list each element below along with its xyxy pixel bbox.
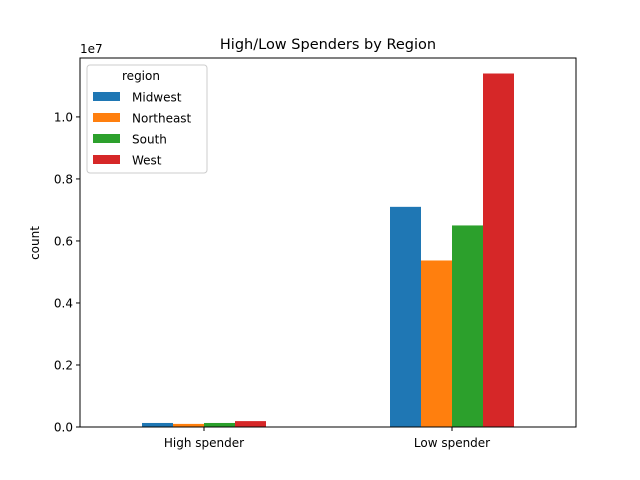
y-axis-label: count bbox=[28, 226, 42, 260]
legend-label-midwest: Midwest bbox=[132, 91, 182, 105]
chart-title: High/Low Spenders by Region bbox=[220, 37, 436, 53]
bar-northeast-low-spender bbox=[421, 260, 452, 427]
bar-west-low-spender bbox=[483, 73, 514, 427]
legend-label-west: West bbox=[132, 154, 162, 168]
legend-swatch-northeast bbox=[93, 113, 120, 122]
y-tick-label: 1.0 bbox=[54, 110, 73, 124]
legend-title: region bbox=[122, 69, 160, 83]
legend-label-south: South bbox=[132, 133, 167, 147]
plot-frame bbox=[79, 57, 577, 428]
x-axis: High spender Low spender bbox=[164, 427, 490, 450]
legend: region Midwest Northeast South West bbox=[86, 64, 208, 174]
bars-group bbox=[142, 73, 514, 427]
legend-swatch-west bbox=[93, 155, 120, 164]
bar-south-low-spender bbox=[452, 225, 483, 427]
y-tick-label: 0.4 bbox=[54, 296, 73, 310]
legend-swatch-midwest bbox=[93, 92, 120, 101]
legend-label-northeast: Northeast bbox=[132, 112, 192, 126]
bar-northeast-high-spender bbox=[173, 423, 204, 427]
bar-west-high-spender bbox=[235, 421, 266, 427]
y-tick-label: 0.2 bbox=[54, 358, 73, 372]
y-tick-label: 0.6 bbox=[54, 234, 73, 248]
x-tick-label: Low spender bbox=[414, 436, 490, 450]
x-tick-label: High spender bbox=[164, 436, 244, 450]
bar-midwest-high-spender bbox=[142, 422, 173, 427]
y-tick-label: 0.8 bbox=[54, 172, 73, 186]
y-axis: 0.0 0.2 0.4 0.6 0.8 1.0 bbox=[54, 110, 80, 435]
legend-swatch-south bbox=[93, 134, 120, 143]
y-tick-label: 0.0 bbox=[54, 421, 73, 435]
bar-midwest-low-spender bbox=[390, 206, 421, 427]
y-offset-label: 1e7 bbox=[80, 42, 103, 56]
bar-south-high-spender bbox=[204, 422, 235, 427]
